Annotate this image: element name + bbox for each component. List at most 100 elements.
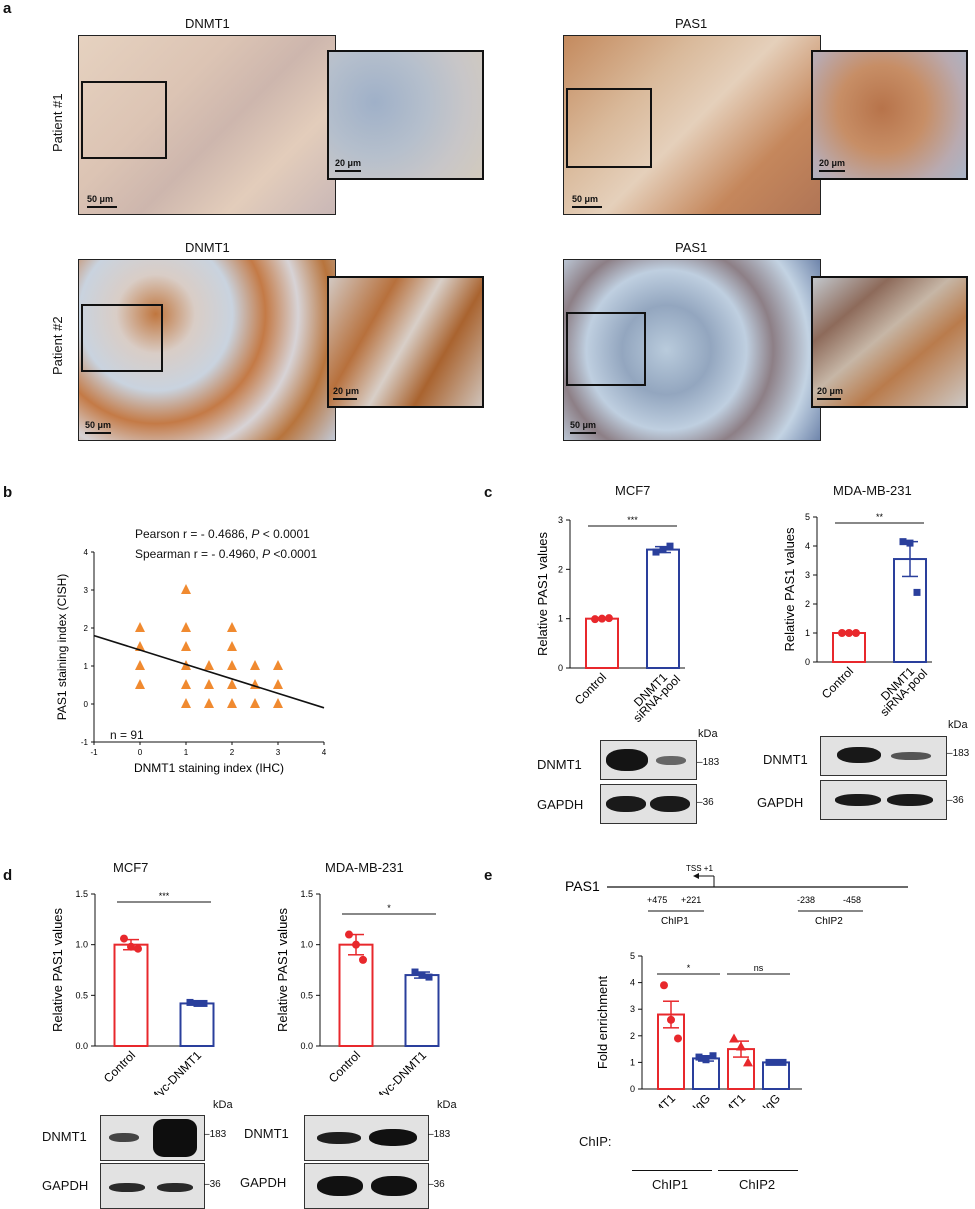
- western-blot-gapdh-d-mcf7: [100, 1163, 205, 1209]
- panel-c-letter: c: [484, 484, 493, 501]
- y-tick-label: 5: [805, 512, 810, 522]
- data-point: [906, 539, 914, 547]
- y-axis-label: Relative PAS1 values: [275, 907, 290, 1032]
- scale-bar-50um: 50 μm: [572, 194, 602, 208]
- kda-label: kDa: [948, 719, 968, 731]
- bar-chart-d-mda: 0.0 0.5 1.0 1.5 Relative PAS1 values Control M…: [275, 889, 440, 1095]
- gene-label: PAS1: [565, 878, 600, 894]
- y-tick-label: 4: [805, 541, 810, 551]
- y-tick-label: 3: [630, 1004, 635, 1014]
- data-point: [852, 629, 860, 637]
- data-point: [227, 679, 237, 689]
- mw-marker-183: –183: [428, 1129, 451, 1140]
- y-tick-label: 2: [84, 624, 89, 633]
- data-point: [345, 930, 353, 939]
- position-label: -458: [843, 895, 861, 905]
- y-axis-label: Fold enrichment: [595, 976, 610, 1070]
- data-point: [181, 641, 191, 651]
- y-tick-label: 0.0: [300, 1041, 313, 1051]
- mw-marker-36: –36: [428, 1179, 445, 1190]
- y-tick-label: 2: [558, 564, 563, 574]
- y-tick-label: -1: [81, 738, 89, 747]
- chip1-label: ChIP1: [661, 916, 689, 927]
- data-point: [135, 660, 145, 670]
- chip2-group-label: ChIP2: [739, 1177, 776, 1192]
- data-point: [273, 660, 283, 670]
- y-tick-label: 5: [630, 951, 635, 961]
- position-label: +221: [681, 895, 701, 905]
- ihc-inset-pas1-patient1: 20 μm: [811, 50, 968, 180]
- chip2-group-line: [718, 1170, 798, 1171]
- data-point: [591, 615, 599, 624]
- data-point: [838, 629, 846, 637]
- blot-label-dnmt1: DNMT1: [763, 752, 808, 767]
- title-pas1-patient2: PAS1: [675, 240, 708, 255]
- blot-label-dnmt1: DNMT1: [42, 1129, 87, 1144]
- x-tick-label: 2: [230, 748, 235, 757]
- category-label: Control: [572, 670, 609, 707]
- mw-marker-36: –36: [947, 795, 964, 806]
- row-label-patient1: Patient #1: [50, 93, 65, 152]
- data-point: [200, 999, 208, 1007]
- bar: [762, 1061, 790, 1091]
- data-point: [181, 698, 191, 708]
- data-point: [418, 971, 426, 979]
- y-axis-label: Relative PAS1 values: [782, 527, 797, 652]
- ihc-image-pas1-patient1: 50 μm: [563, 35, 821, 215]
- panel-e-letter: e: [484, 867, 493, 884]
- data-point: [765, 1058, 773, 1066]
- y-tick-label: 1.5: [300, 889, 313, 899]
- y-tick-label: 1: [630, 1057, 635, 1067]
- data-point: [227, 641, 237, 651]
- row-label-patient2: Patient #2: [50, 316, 65, 375]
- category-label: Control: [101, 1048, 138, 1085]
- category-label: IgG: [690, 1091, 714, 1108]
- data-point: [359, 955, 367, 964]
- data-point: [250, 698, 260, 708]
- blot-label-gapdh: GAPDH: [757, 795, 804, 810]
- scale-bar-20um: 20 μm: [335, 158, 361, 172]
- title-d-mcf7: MCF7: [113, 860, 149, 875]
- scale-bar-50um: 50 μm: [87, 194, 117, 208]
- scale-bar-20um: 20 μm: [333, 386, 359, 400]
- pearson-stat: Pearson r = - 0.4686, P < 0.0001: [135, 527, 310, 541]
- y-tick-label: 1: [84, 662, 89, 671]
- spearman-stat: Spearman r = - 0.4960, P <0.0001: [135, 547, 318, 561]
- ihc-image-pas1-patient2: 50 μm: [563, 259, 821, 441]
- chip1-group-line: [632, 1170, 712, 1171]
- category-label: Control: [326, 1048, 363, 1085]
- bar-chart-d-mcf7: 0.0 0.5 1.0 1.5 Relative PAS1 values Control M…: [50, 889, 215, 1095]
- blot-label-dnmt1: DNMT1: [537, 757, 582, 772]
- data-point: [181, 622, 191, 632]
- x-tick-label: 0: [138, 748, 143, 757]
- mw-marker-183: –183: [697, 757, 720, 768]
- y-tick-label: 0.0: [75, 1041, 88, 1051]
- y-tick-label: 0: [558, 663, 563, 673]
- data-point: [899, 538, 907, 546]
- y-tick-label: 3: [558, 515, 563, 525]
- kda-label: kDa: [213, 1099, 233, 1111]
- data-point: [250, 660, 260, 670]
- western-blot-gapdh-c-mcf7: [600, 784, 697, 824]
- x-axis-label: DNMT1 staining index (IHC): [134, 761, 284, 775]
- data-point: [193, 999, 201, 1007]
- title-dnmt1-patient1: DNMT1: [185, 16, 230, 31]
- mw-marker-183: –183: [204, 1129, 227, 1140]
- blot-label-gapdh: GAPDH: [537, 797, 584, 812]
- y-tick-label: 0.5: [75, 990, 88, 1000]
- bar: [179, 1002, 215, 1048]
- position-label: +475: [647, 895, 667, 905]
- x-tick-label: -1: [90, 748, 98, 757]
- position-label: -238: [797, 895, 815, 905]
- ihc-inset-pas1-patient2: 20 μm: [811, 276, 968, 408]
- data-point: [605, 614, 613, 623]
- title-pas1-patient1: PAS1: [675, 16, 708, 31]
- data-point: [227, 660, 237, 670]
- data-point: [273, 679, 283, 689]
- bar: [404, 974, 440, 1047]
- data-point: [135, 622, 145, 632]
- scale-bar-50um: 50 μm: [570, 420, 596, 434]
- blot-label-dnmt1: DNMT1: [244, 1126, 289, 1141]
